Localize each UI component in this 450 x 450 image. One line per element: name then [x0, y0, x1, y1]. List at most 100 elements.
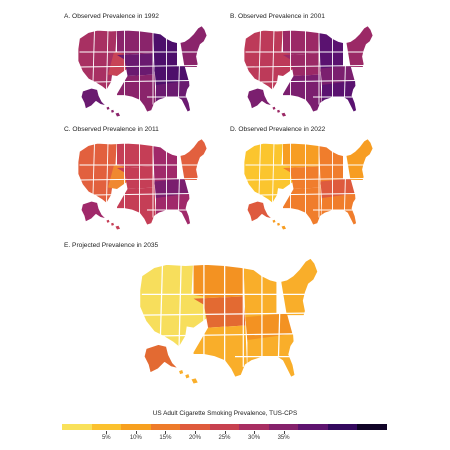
legend-title: US Adult Cigarette Smoking Prevalence, T… [152, 410, 298, 417]
midwest-region [319, 138, 343, 185]
southeast-region [156, 80, 192, 112]
state-border [106, 142, 109, 203]
state-border [260, 193, 359, 196]
legend-tick-label: 15% [159, 435, 172, 441]
us-outline [77, 25, 208, 113]
panel-d-title: D. Observed Prevalence in 2022 [230, 126, 326, 133]
legend-color-segment [150, 424, 181, 430]
legend-color-segment [357, 424, 388, 430]
legend-color-segment [327, 424, 358, 430]
state-border [272, 142, 275, 203]
north-plains-region [117, 25, 155, 55]
northeast-region [177, 138, 207, 180]
panel-e-map [139, 257, 319, 384]
hawaii [106, 106, 120, 117]
panel-c-title: C. Observed Prevalence in 2011 [64, 126, 159, 133]
northeast-region [343, 25, 373, 67]
state-border [245, 65, 365, 68]
central-plains-region [283, 166, 321, 189]
south-central-region [117, 74, 156, 112]
central-plains-region [283, 53, 321, 76]
hawaii [272, 219, 286, 230]
us-outline [243, 138, 374, 226]
panel-c-map [77, 138, 208, 230]
legend-color-segment [91, 424, 122, 430]
hawaii [179, 370, 198, 384]
legend-color-segment [62, 424, 92, 430]
north-plains-region [283, 138, 321, 168]
us-outline [243, 25, 374, 113]
state-border [79, 178, 199, 181]
south-central-region [283, 74, 322, 112]
us-outline [77, 138, 208, 226]
legend-tick [224, 431, 226, 434]
midwest-region [153, 138, 177, 185]
legend-tick-label: 30% [248, 435, 261, 441]
legend-tick [283, 431, 285, 434]
panel-b-title: B. Observed Prevalence in 2001 [230, 13, 325, 20]
legend-color-segment [121, 424, 151, 430]
panel-a-map [77, 25, 208, 117]
state-border [92, 142, 95, 196]
northeast-region [177, 25, 207, 67]
legend-tick [135, 431, 137, 434]
legend-color-segment [268, 424, 299, 430]
legend-color-segment [209, 424, 240, 430]
central-plains-region [193, 296, 246, 328]
southeast-region [322, 193, 358, 225]
legend-tick-label: 35% [277, 435, 290, 441]
midwest-region [319, 25, 343, 72]
alaska [80, 200, 108, 223]
state-border [106, 29, 109, 90]
state-border [258, 142, 261, 196]
legend-tick-label: 10% [129, 435, 142, 441]
state-border [178, 263, 182, 347]
central-plains-region [117, 166, 155, 189]
legend-color-segment [239, 424, 269, 430]
southeast-region [247, 333, 298, 378]
legend-tick-label: 20% [188, 435, 201, 441]
alaska [80, 87, 108, 110]
north-plains-region [117, 138, 155, 168]
south-central-region [283, 187, 322, 225]
northeast-region [276, 258, 318, 316]
state-border [162, 333, 298, 337]
alaska [246, 87, 274, 110]
state-border [94, 80, 193, 83]
state-border [258, 29, 261, 83]
legend-color-segment [180, 424, 210, 430]
state-border [79, 65, 199, 68]
legend-tick [106, 431, 108, 434]
north-plains-region [193, 258, 246, 299]
northeast-region [343, 138, 373, 180]
legend-color-bar [62, 424, 388, 430]
state-border [141, 312, 306, 316]
south-central-region [193, 325, 248, 378]
midwest-region [153, 25, 177, 72]
state-border [245, 178, 365, 181]
central-plains-region [117, 53, 155, 76]
panel-d-map [243, 138, 374, 230]
legend-tick-label: 25% [218, 435, 231, 441]
north-plains-region [283, 25, 321, 55]
hawaii [106, 219, 120, 230]
state-border [272, 29, 275, 90]
hawaii [272, 106, 286, 117]
midwest-region [243, 258, 277, 322]
southeast-region [156, 193, 192, 225]
southeast-region [322, 80, 358, 112]
legend-tick [254, 431, 256, 434]
south-central-region [117, 187, 156, 225]
us-outline [139, 257, 319, 378]
panel-e-title: E. Projected Prevalence in 2035 [64, 242, 159, 249]
panel-a-title: A. Observed Prevalence in 1992 [64, 13, 159, 20]
alaska [143, 343, 180, 374]
state-border [92, 29, 95, 83]
legend-tick [194, 431, 196, 434]
legend-color-segment [298, 424, 328, 430]
legend-tick [165, 431, 167, 434]
legend-tick-label: 5% [101, 435, 111, 441]
panel-b-map [243, 25, 374, 117]
state-border [260, 80, 359, 83]
alaska [246, 200, 274, 223]
